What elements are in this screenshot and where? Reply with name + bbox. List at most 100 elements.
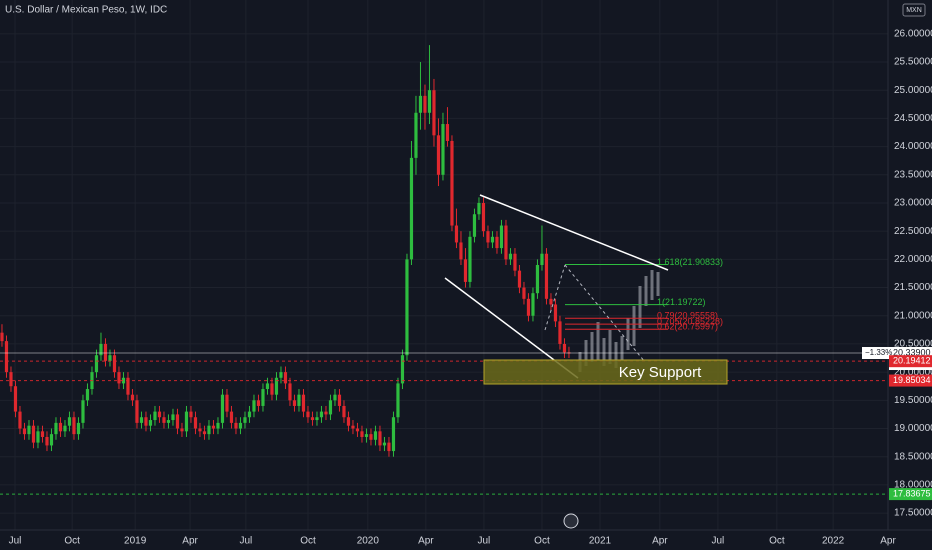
y-tick-label: 21.00000 xyxy=(894,310,932,321)
axes: 17.50000 18.00000 18.50000 19.00000 19.50000… xyxy=(9,28,932,547)
candle-body xyxy=(184,411,189,432)
candle-body xyxy=(319,411,324,418)
projection-bar xyxy=(620,336,624,360)
grid xyxy=(0,0,889,530)
candle-body xyxy=(0,332,4,342)
candle-body xyxy=(31,425,36,443)
plot: 1.618(21.90833) 1(21.19722) 0.79(20.95558)… xyxy=(0,45,888,495)
candle-body xyxy=(423,95,427,113)
candle-body xyxy=(558,321,562,344)
projection-bar xyxy=(650,270,654,300)
x-tick-label: Apr xyxy=(182,536,198,547)
candle-body xyxy=(256,400,261,406)
candle-body xyxy=(495,236,499,249)
projection-bar xyxy=(644,276,648,306)
candle-body xyxy=(450,140,454,226)
candle-body xyxy=(261,389,265,406)
candle-body xyxy=(148,420,153,426)
candle-body xyxy=(153,411,157,421)
candle-body xyxy=(112,355,117,373)
candle-body xyxy=(346,417,351,426)
candle-body xyxy=(229,411,234,423)
price-tag xyxy=(889,355,932,368)
fib-label: 1.618(21.90833) xyxy=(657,257,723,267)
projection-bar xyxy=(584,340,588,366)
candle-body xyxy=(193,417,198,429)
candle-body xyxy=(324,411,328,415)
projection-line xyxy=(564,264,646,363)
currency-badge xyxy=(902,3,926,17)
y-tick-label: 23.00000 xyxy=(894,198,932,209)
candle-body xyxy=(531,293,535,316)
candle-body xyxy=(283,372,288,384)
currency-label: MXN xyxy=(906,7,922,14)
candle-body xyxy=(481,202,486,232)
candle-body xyxy=(13,386,18,412)
candle-body xyxy=(288,383,292,401)
projection-bar xyxy=(632,306,636,346)
candle-body xyxy=(477,202,481,215)
candle-body xyxy=(567,352,571,354)
candle-body xyxy=(427,90,432,113)
candle-body xyxy=(328,400,333,415)
change-label: −1.33% xyxy=(865,348,892,357)
projection-bar xyxy=(656,272,660,296)
candle-body xyxy=(265,383,270,390)
candle-body xyxy=(391,417,396,452)
candle-body xyxy=(144,417,148,426)
candle-body xyxy=(297,394,301,406)
candle-body xyxy=(373,431,378,440)
candle-body xyxy=(508,253,513,260)
candle-body xyxy=(27,425,31,435)
candle-body xyxy=(274,377,279,395)
y-tick-label: 18.50000 xyxy=(894,451,932,462)
y-tick-label: 21.50000 xyxy=(894,282,932,293)
y-tick-label: 20.50000 xyxy=(894,339,932,350)
candle-body xyxy=(9,372,13,387)
candle-body xyxy=(400,355,405,384)
candle-body xyxy=(292,400,297,406)
y-tick-label: 20.00000 xyxy=(894,367,932,378)
candle-body xyxy=(207,425,211,435)
candle-body xyxy=(247,411,252,418)
candle-body xyxy=(108,355,112,361)
candle-body xyxy=(396,383,400,418)
candle-body xyxy=(490,236,495,243)
projection-bar xyxy=(590,332,594,362)
candle-body xyxy=(202,431,207,435)
projection-bar xyxy=(596,322,600,360)
candle-body xyxy=(180,428,184,432)
candle-body xyxy=(18,411,22,429)
y-tick-label: 19.50000 xyxy=(894,395,932,406)
candle-body xyxy=(58,422,63,432)
candle-body xyxy=(234,422,238,429)
candle-body xyxy=(279,372,283,378)
candle-body xyxy=(126,377,130,395)
candle-body xyxy=(270,383,274,395)
projection-line xyxy=(544,264,566,331)
price-tag-label: 19.85034 xyxy=(893,375,931,385)
x-tick-label: 2019 xyxy=(124,536,147,547)
candle-body xyxy=(99,343,103,356)
x-tick-label: Apr xyxy=(652,536,668,547)
candle-body xyxy=(463,259,468,282)
candle-body xyxy=(445,124,450,141)
y-tick-label: 17.50000 xyxy=(894,508,932,519)
candle-body xyxy=(540,253,544,265)
candle-body xyxy=(382,442,387,446)
candle-body xyxy=(342,405,346,418)
candle-body xyxy=(364,434,369,437)
price-axis xyxy=(888,0,932,550)
candle-body xyxy=(67,417,72,426)
chart-title: U.S. Dollar / Mexican Peso, 1W, IDC xyxy=(5,5,167,16)
candle-body xyxy=(216,422,220,429)
candle-body xyxy=(360,431,364,437)
candle-body xyxy=(162,417,166,423)
candle-body xyxy=(81,400,85,423)
price-tag-label: 20.19412 xyxy=(893,356,931,366)
candle-body xyxy=(94,355,99,373)
candle-body xyxy=(526,298,531,316)
y-tick-label: 19.00000 xyxy=(894,423,932,434)
candle-body xyxy=(504,225,508,260)
candle-body xyxy=(517,270,522,288)
